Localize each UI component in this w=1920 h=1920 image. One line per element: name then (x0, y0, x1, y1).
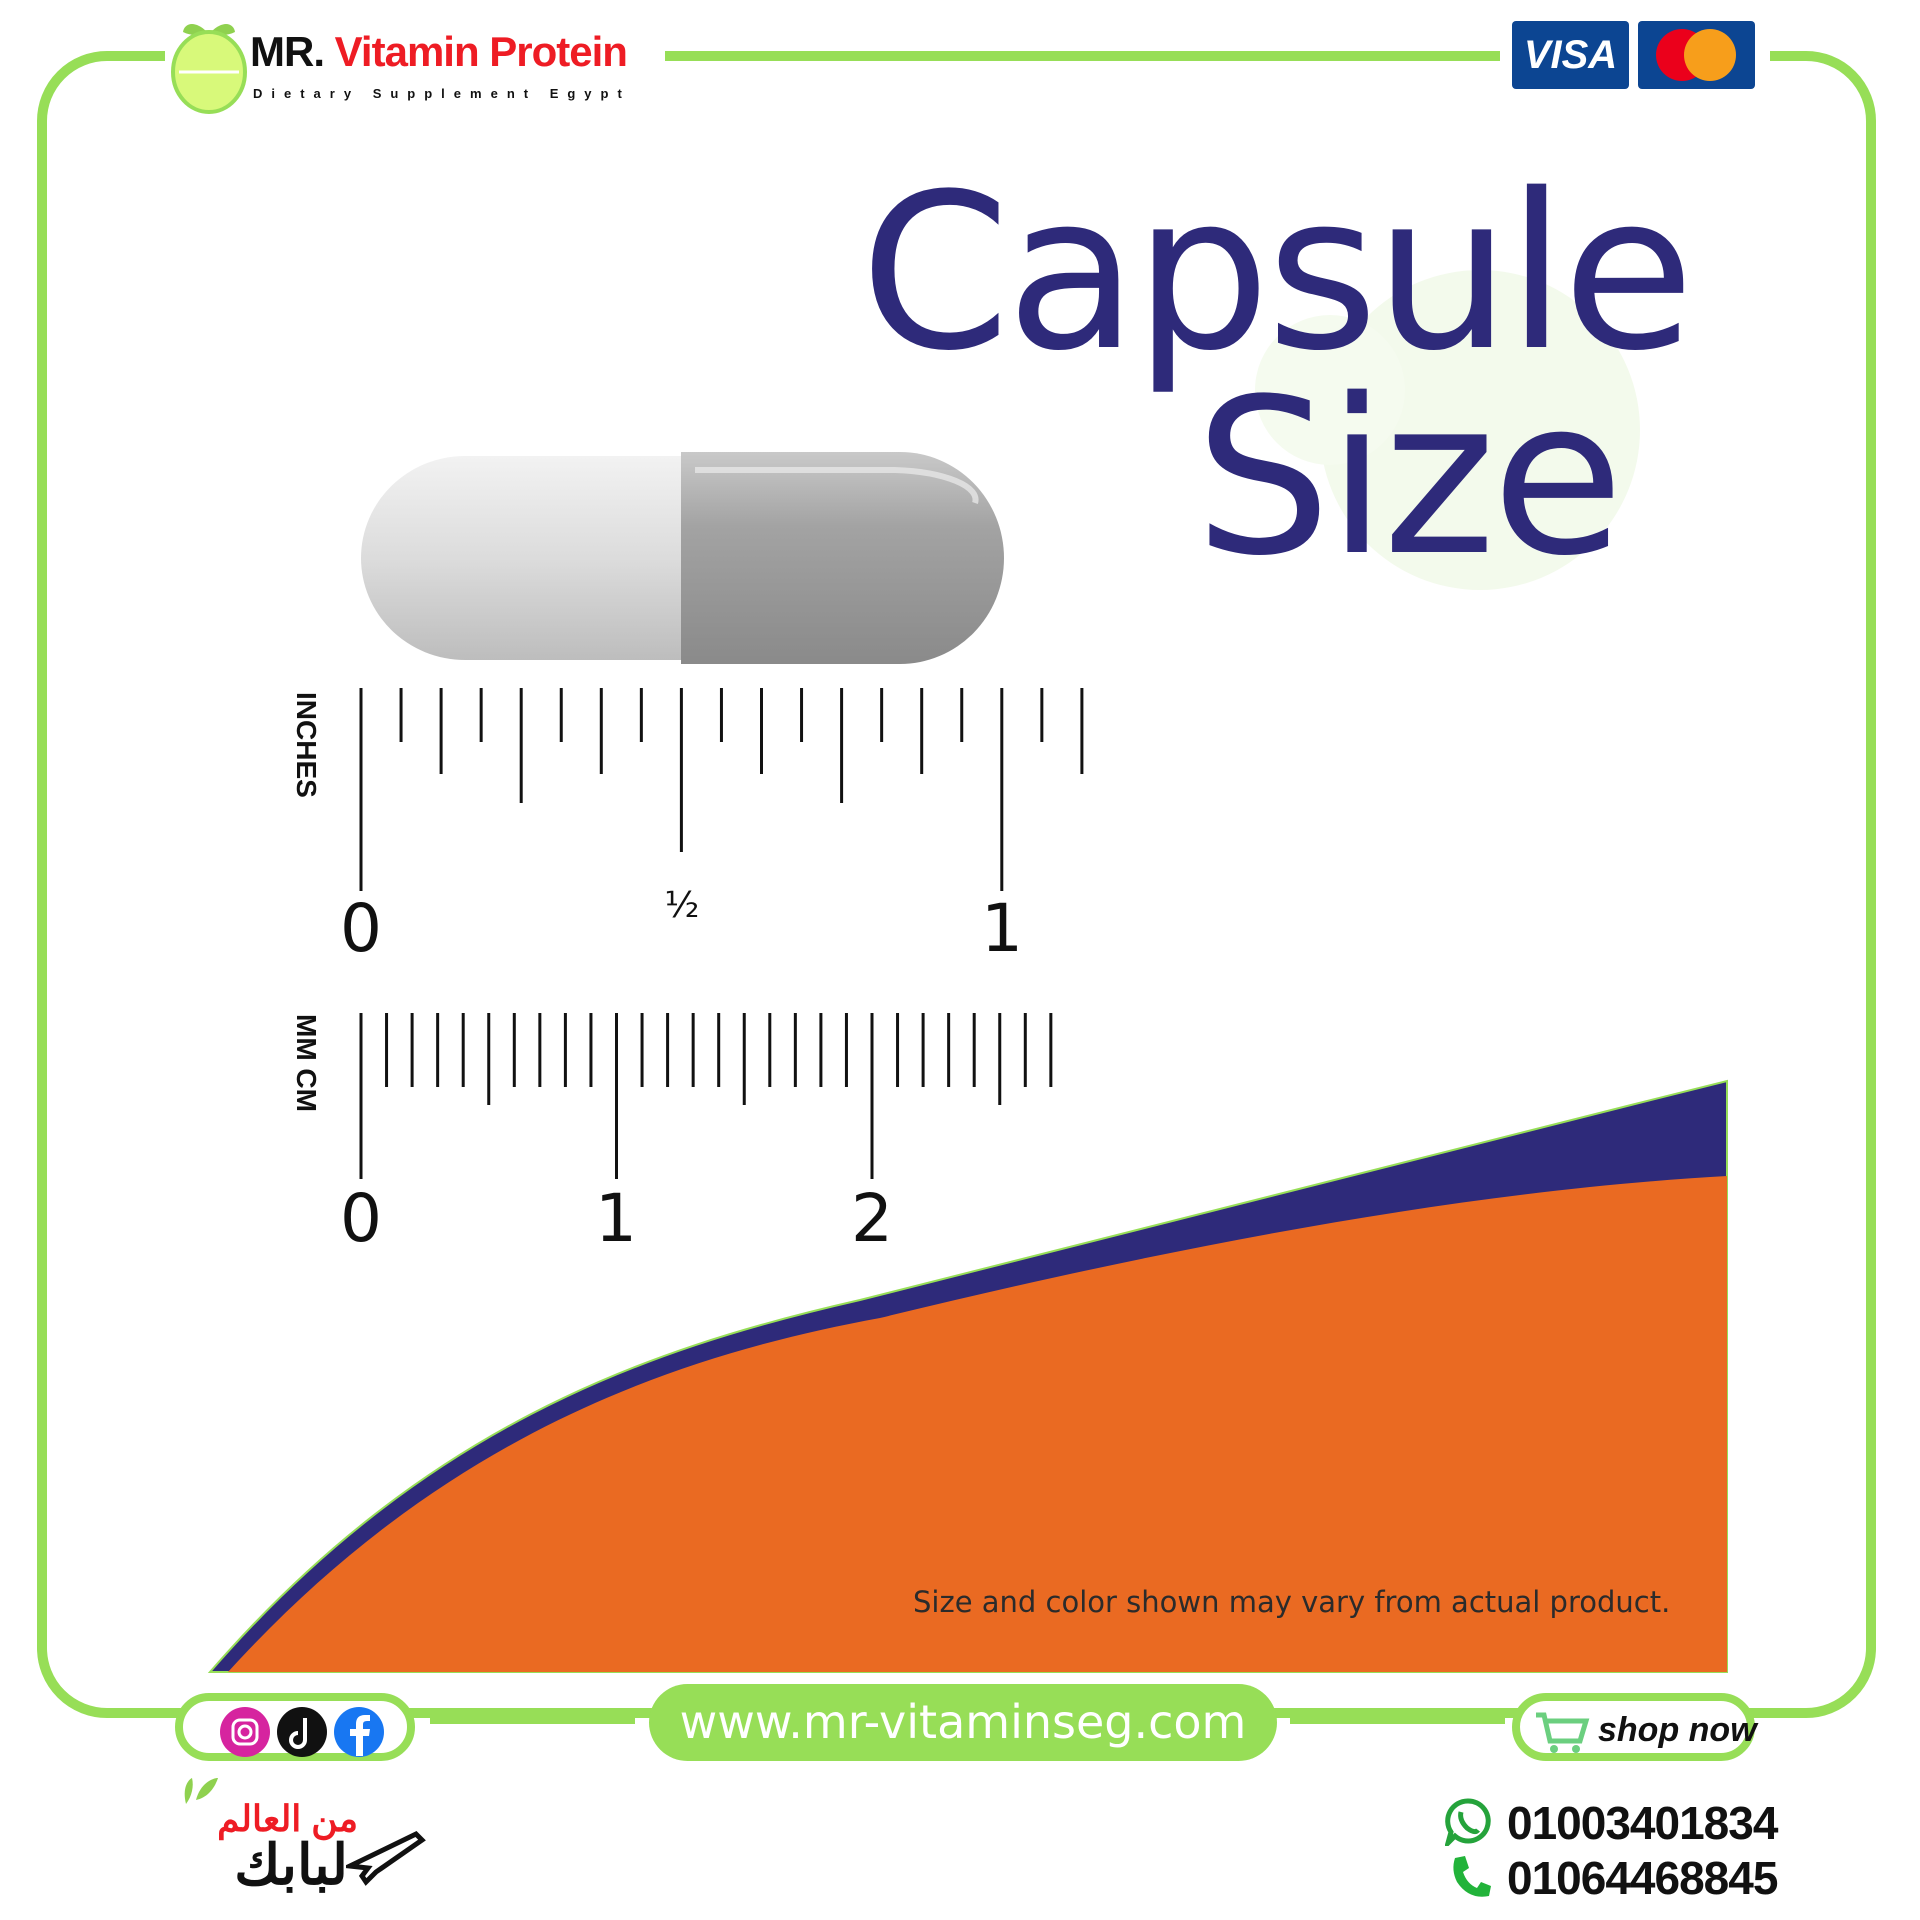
divider (1290, 1710, 1505, 1724)
arabic-slogan-logo: من العالم لبابك (178, 1776, 428, 1901)
page-title: Capsule Size (860, 147, 1695, 603)
contact-numbers: 01003401834 01064468845 (1445, 1794, 1778, 1904)
orange-wave-decoration (207, 1079, 1728, 1673)
disclaimer-text: Size and color shown may vary from actua… (913, 1585, 1671, 1619)
cm-tick-label: 1 (595, 1180, 637, 1257)
capsule-image (361, 452, 1004, 664)
brand-logo[interactable]: MR. Vitamin Protein Dietary Supplement E… (165, 10, 665, 114)
inches-ruler (359, 688, 1084, 891)
cm-tick-label: 0 (340, 1180, 382, 1257)
visa-card-icon: VISA (1512, 21, 1629, 89)
inch-tick-label: 0 (340, 890, 382, 967)
instagram-icon[interactable] (220, 1707, 270, 1757)
metric-ruler (359, 1013, 1053, 1179)
arabic-line-2: لبابك (234, 1833, 348, 1896)
title-line-1: Capsule (860, 147, 1695, 398)
payment-methods: VISA (1500, 14, 1770, 94)
shop-now-label: shop now (1598, 1711, 1757, 1749)
leaf-icon (184, 1778, 218, 1804)
social-links (175, 1693, 415, 1761)
divider (430, 1710, 635, 1724)
phone-number[interactable]: 01064468845 (1507, 1852, 1778, 1904)
visa-label: VISA (1523, 33, 1618, 77)
whatsapp-number[interactable]: 01003401834 (1507, 1797, 1778, 1849)
facebook-icon[interactable] (334, 1707, 384, 1757)
tiktok-icon[interactable] (277, 1707, 327, 1757)
brand-prefix: MR. (250, 28, 325, 75)
lime-icon (171, 24, 247, 114)
mastercard-icon (1638, 21, 1755, 89)
inch-tick-label: ½ (664, 885, 700, 926)
brand-name: MR. Vitamin Protein (250, 28, 628, 76)
title-line-2: Size (1194, 352, 1624, 603)
shop-now-button[interactable]: shop now (1512, 1693, 1757, 1761)
brand-title: Vitamin Protein (334, 28, 628, 75)
arabic-line-1: من العالم (217, 1798, 358, 1839)
website-link[interactable]: www.mr-vitaminseg.com (649, 1684, 1277, 1761)
brand-tagline: Dietary Supplement Egypt (253, 86, 631, 101)
shopping-cart-icon (1536, 1712, 1590, 1753)
cm-tick-label: 2 (851, 1180, 893, 1257)
whatsapp-icon (1445, 1798, 1491, 1846)
inch-tick-label: 1 (981, 890, 1023, 967)
watermark-logo-icon (1255, 270, 1640, 590)
phone-icon (1453, 1856, 1491, 1897)
airplane-icon (346, 1830, 426, 1886)
